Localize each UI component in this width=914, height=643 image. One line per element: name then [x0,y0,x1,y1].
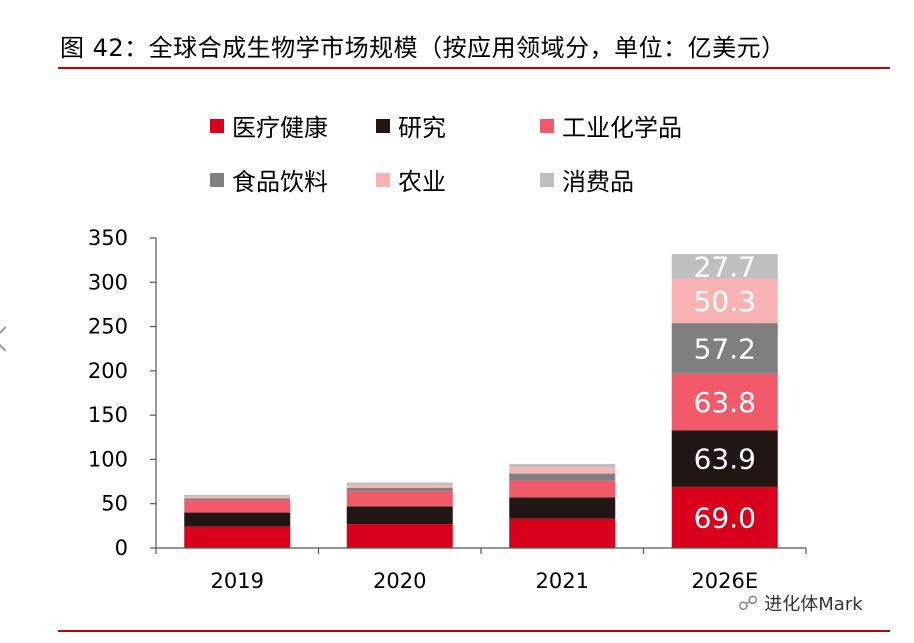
legend-label: 研究 [398,114,446,142]
bar-segment [671,430,778,487]
legend-item-healthcare: 医疗健康 [210,108,328,143]
data-label: 50.3 [694,285,756,318]
bar-segment [346,491,453,507]
wechat-icon: ☍ [738,591,759,615]
bar-segment [509,467,616,474]
bar-segment [671,486,778,548]
y-tick-label: 100 [88,447,128,471]
bar-segment [184,496,291,499]
legend-swatch [540,118,554,133]
data-label: 63.9 [694,443,756,476]
x-tick-label: 2021 [536,569,589,593]
x-axis: 2019 2020 2021 2026E [155,547,807,593]
watermark: ☍ 进化体Mark [738,590,863,616]
legend-label: 消费品 [562,168,634,196]
y-tick-label: 300 [88,270,128,294]
x-tick-label: 2020 [373,569,426,593]
x-tick-label: 2019 [211,569,264,593]
footer-divider [58,630,890,632]
y-tick-label: 350 [88,226,128,250]
legend-item-research: 研究 [376,108,446,143]
watermark-text: 进化体Mark [764,594,863,615]
y-tick-label: 250 [88,315,128,339]
title-divider [58,67,890,69]
data-label: 69.0 [694,501,756,534]
bar-segment [184,494,291,497]
bar-segment [346,487,453,492]
legend-item-food-beverage: 食品饮料 [210,162,328,197]
y-axis: 0 50 100 150 200 250 300 350 [88,226,157,560]
legend-label: 工业化学品 [562,114,682,142]
y-tick-label: 200 [88,359,128,383]
bar-segment [184,526,291,548]
bar-segment [184,498,291,501]
legend-item-agriculture: 农业 [376,162,446,197]
legend-swatch [376,172,390,187]
chart-title: 图 42：全球合成生物学市场规模（按应用领域分，单位：亿美元） [60,34,786,62]
legend-swatch [540,172,554,187]
bar-segments: 69.0 63.9 63.8 57.2 50.327.7 [184,250,778,548]
legend-swatch [210,172,224,187]
data-label: 27.7 [694,250,756,283]
bar-segment [346,524,453,548]
data-label: 63.8 [694,386,756,419]
bar-segment [671,278,778,324]
bar-segment [346,485,453,488]
legend-item-consumer-goods: 消费品 [540,162,634,197]
y-tick-label: 50 [101,492,128,516]
bar-segment [509,480,616,498]
bar-segment [184,500,291,513]
bar-segment [671,323,778,374]
legend-label: 农业 [398,168,446,196]
legend-label: 食品饮料 [232,168,328,196]
bar-segment [509,497,616,519]
legend-item-industrial-chemicals: 工业化学品 [540,108,682,143]
bar-segment [509,463,616,468]
data-label: 57.2 [694,332,756,365]
bar-segment [671,254,778,279]
legend-swatch [376,118,390,133]
legend-label: 医疗健康 [232,114,328,142]
y-tick-label: 150 [88,403,128,427]
y-tick-label: 0 [115,536,128,560]
legend-swatch [210,118,224,133]
bar-segment [509,473,616,481]
bar-segment [346,506,453,525]
x-tick-label: 2026E [691,569,758,593]
bar-segment [184,512,291,527]
bar-segment [509,518,616,548]
bar-segment [671,373,778,431]
bar-segment [346,482,453,486]
